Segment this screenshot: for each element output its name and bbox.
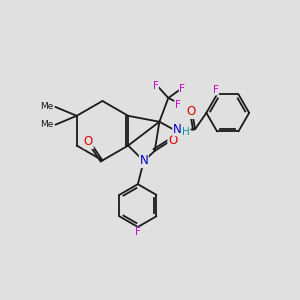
Text: N: N [140, 154, 148, 167]
Text: F: F [175, 100, 181, 110]
Text: F: F [153, 80, 158, 91]
Text: F: F [179, 84, 185, 94]
Text: N: N [173, 123, 182, 136]
Text: F: F [213, 85, 218, 95]
Text: Me: Me [40, 102, 54, 111]
Text: O: O [168, 134, 177, 147]
Text: O: O [186, 106, 195, 118]
Text: H: H [182, 127, 190, 137]
Text: F: F [135, 227, 141, 237]
Text: Me: Me [40, 120, 54, 129]
Text: O: O [84, 136, 93, 148]
